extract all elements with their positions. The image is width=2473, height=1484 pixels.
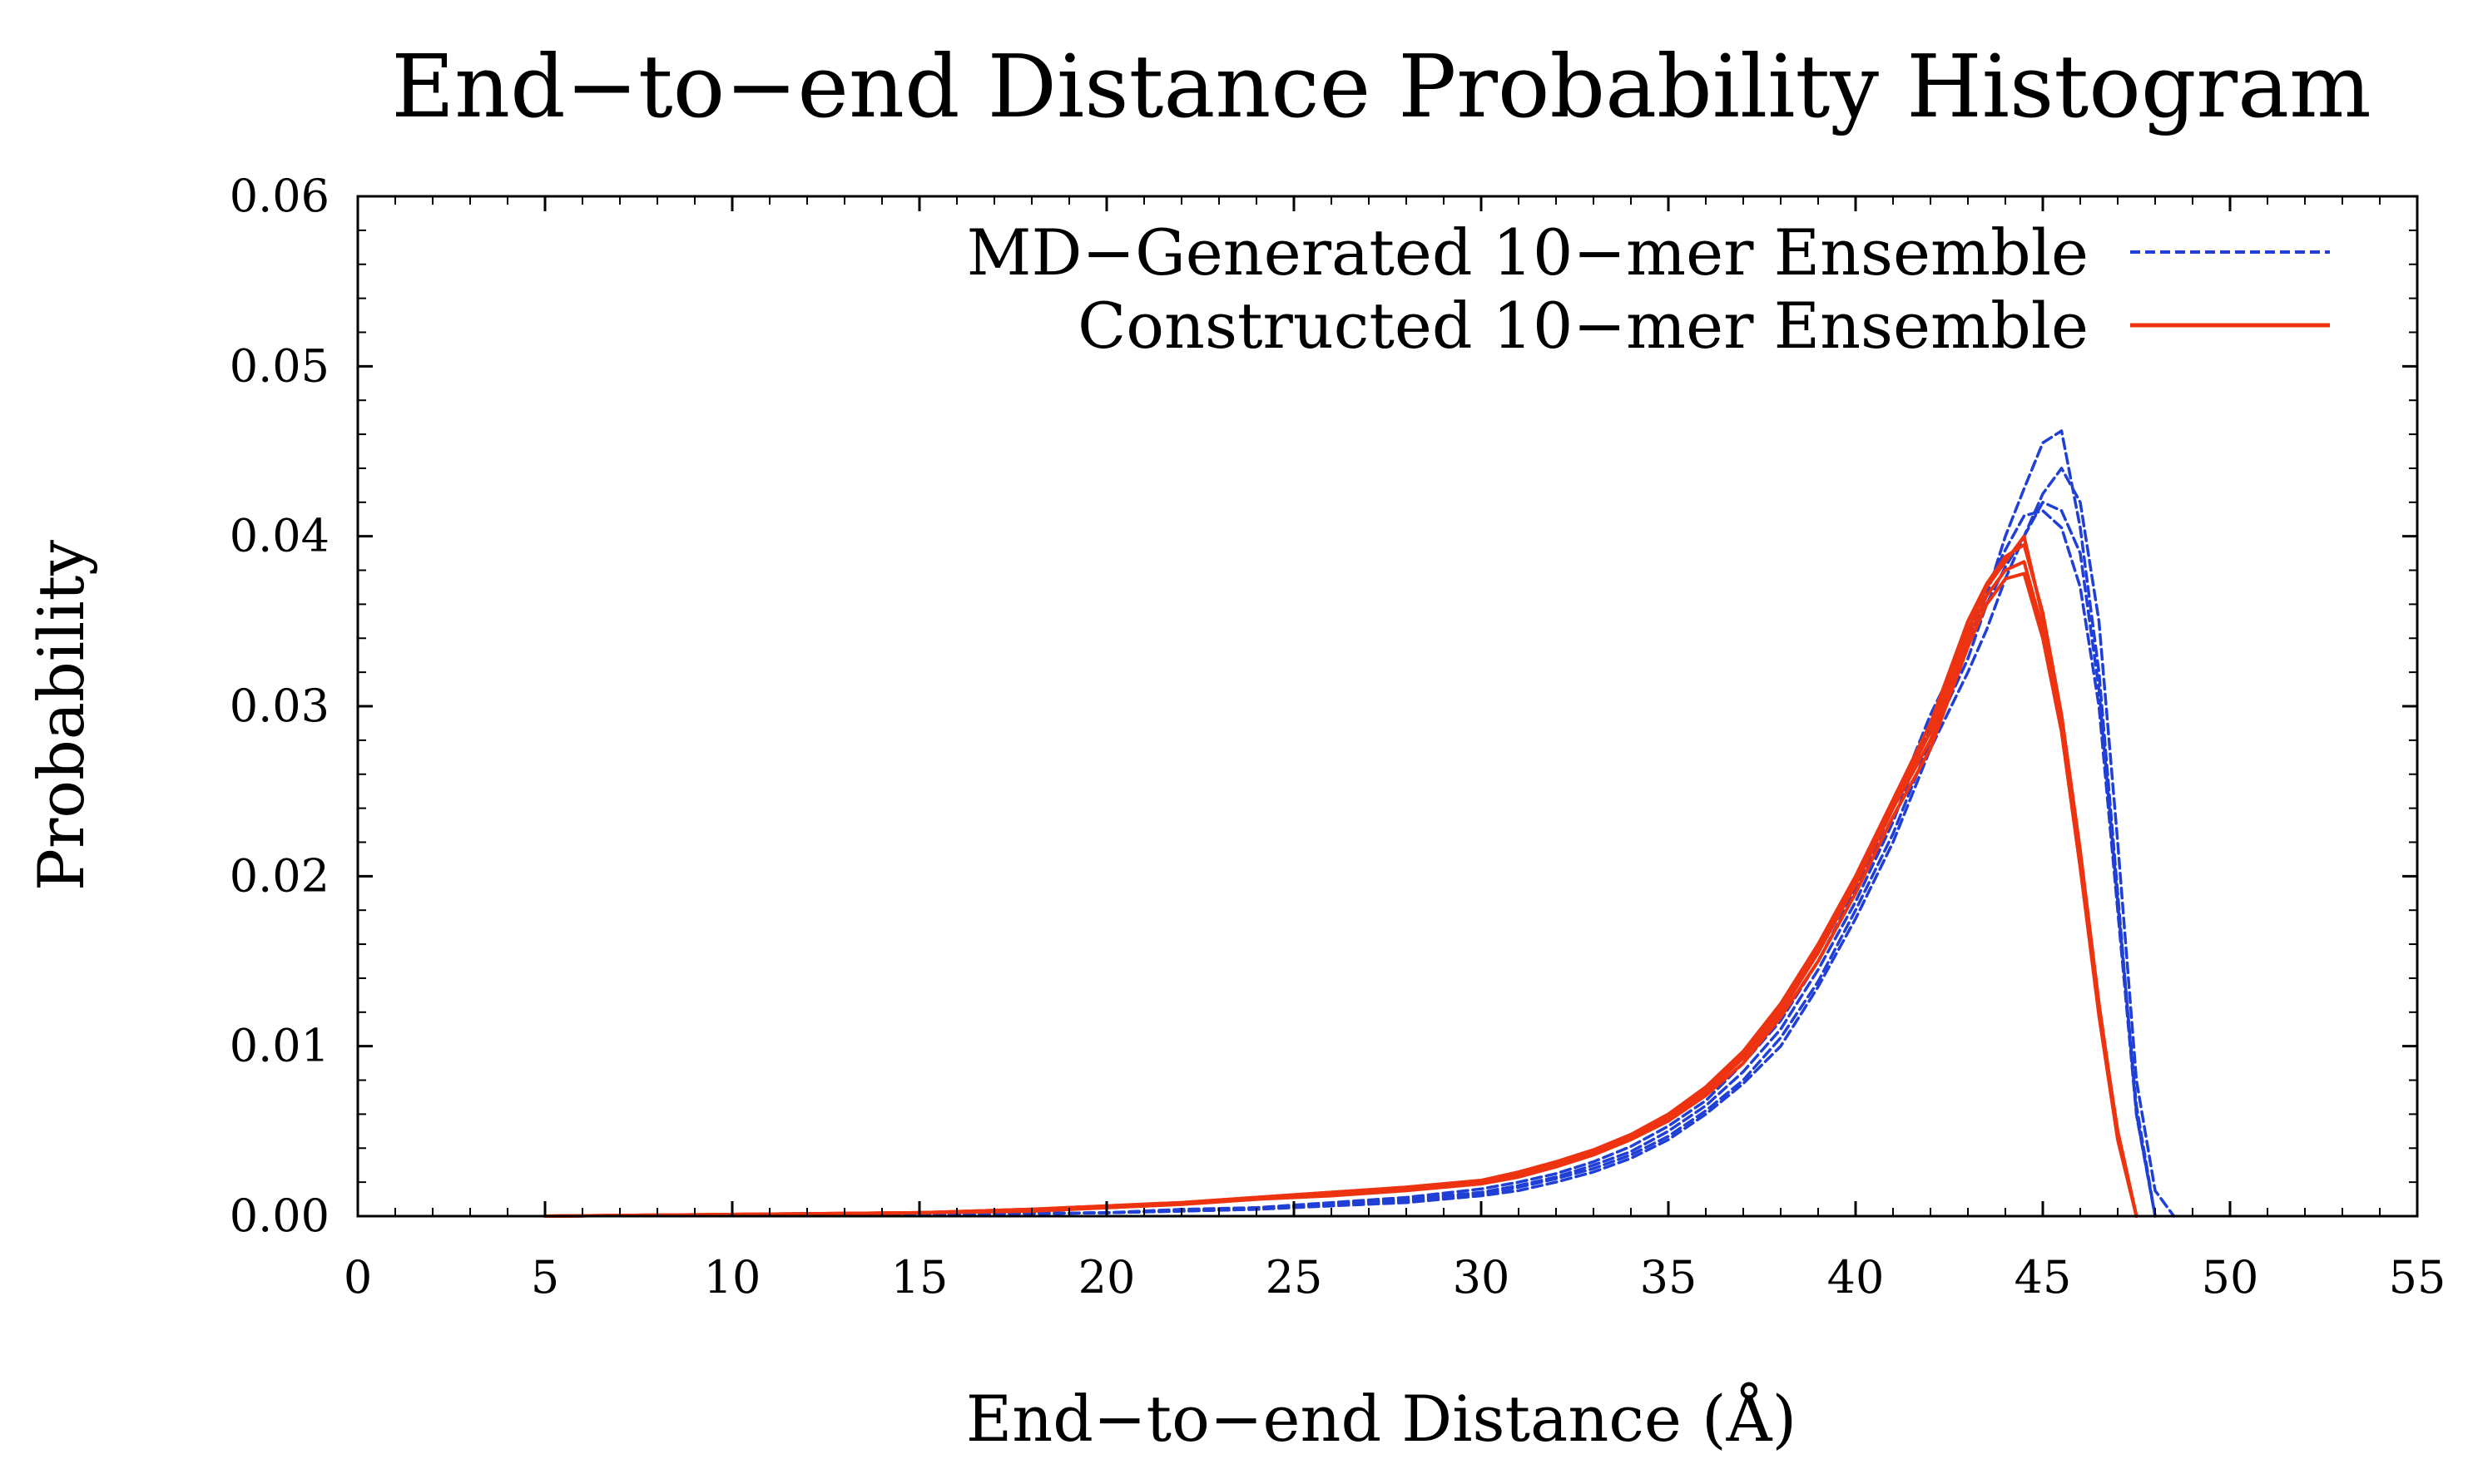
x-tick-label-2: 10 — [704, 1251, 761, 1303]
plot-frame — [356, 195, 2419, 1218]
md-series-line-0 — [543, 467, 2176, 1218]
y-tick-label-4: 0.04 — [230, 510, 330, 562]
ticks-layer: 0 5 10 15 20 25 30 35 40 45 50 55 0.00 0.01 0.02 0.03 0.… — [230, 170, 2446, 1303]
x-tick-label-0: 0 — [344, 1251, 372, 1303]
x-tick-label-10: 50 — [2202, 1251, 2259, 1303]
x-tick-label-7: 35 — [1640, 1251, 1697, 1303]
x-tick-label-9: 45 — [2015, 1251, 2072, 1303]
y-tick-label-3: 0.03 — [230, 680, 330, 732]
chart-title: End−to−end Distance Probability Histogra… — [391, 36, 2371, 137]
x-tick-label-1: 5 — [531, 1251, 559, 1303]
y-tick-label-5: 0.05 — [230, 339, 330, 392]
y-tick-label-0: 0.00 — [230, 1190, 330, 1242]
md-series-line-2 — [543, 509, 2157, 1218]
constructed-series-line-6 — [543, 571, 2138, 1218]
constructed-series-line-7 — [543, 534, 2138, 1218]
x-tick-label-8: 40 — [1827, 1251, 1885, 1303]
x-tick-label-11: 55 — [2389, 1251, 2446, 1303]
x-tick-label-6: 30 — [1453, 1251, 1510, 1303]
legend: MD−Generated 10−mer Ensemble Constructed… — [967, 215, 2330, 363]
legend-label-constructed: Constructed 10−mer Ensemble — [1078, 289, 2089, 363]
x-tick-label-4: 20 — [1078, 1251, 1136, 1303]
x-tick-label-3: 15 — [891, 1251, 949, 1303]
y-tick-label-6: 0.06 — [230, 170, 330, 222]
x-axis-label: End−to−end Distance (Å) — [966, 1381, 1797, 1456]
y-axis-label: Probability — [24, 540, 98, 891]
x-tick-label-5: 25 — [1266, 1251, 1323, 1303]
y-tick-label-1: 0.01 — [230, 1020, 330, 1072]
md-series-line-3 — [543, 501, 2157, 1218]
series-layer — [543, 429, 2176, 1218]
legend-label-md: MD−Generated 10−mer Ensemble — [967, 215, 2089, 289]
y-tick-label-2: 0.02 — [230, 849, 330, 902]
